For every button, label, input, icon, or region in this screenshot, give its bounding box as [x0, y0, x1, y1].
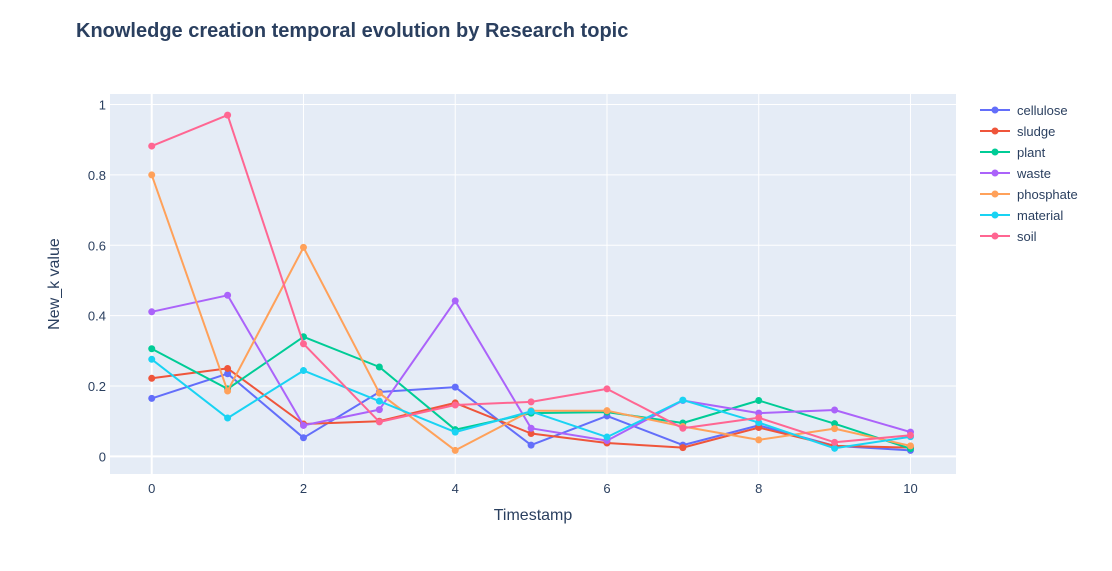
legend-item-soil[interactable]: soil: [980, 229, 1037, 244]
legend-item-material[interactable]: material: [980, 208, 1063, 223]
y-axis-title: New_k value: [46, 238, 63, 330]
x-tick-label: 4: [452, 481, 459, 496]
data-point-material[interactable]: [831, 444, 839, 452]
data-point-soil[interactable]: [679, 424, 687, 432]
plot-background: [110, 94, 956, 474]
data-point-material[interactable]: [375, 397, 383, 405]
y-tick-label: 0.4: [88, 309, 106, 324]
series-soil: [148, 111, 914, 446]
y-tick-label: 0.6: [88, 238, 106, 253]
data-point-soil[interactable]: [148, 142, 156, 150]
data-point-cellulose[interactable]: [224, 370, 232, 378]
data-point-sludge[interactable]: [224, 364, 232, 372]
data-point-plant[interactable]: [375, 363, 383, 371]
legend-label: sludge: [1017, 124, 1055, 139]
data-point-waste[interactable]: [299, 421, 307, 429]
legend-label: material: [1017, 208, 1063, 223]
x-axis-title: Timestamp: [494, 507, 573, 524]
data-point-material[interactable]: [527, 407, 535, 415]
legend-item-sludge[interactable]: sludge: [980, 124, 1055, 139]
data-point-soil[interactable]: [375, 418, 383, 426]
x-tick-label: 0: [148, 481, 155, 496]
legend-swatch-marker: [991, 190, 999, 198]
legend-swatch-marker: [991, 127, 999, 135]
x-tick-label: 6: [603, 481, 610, 496]
x-tick-label: 8: [755, 481, 762, 496]
data-point-waste[interactable]: [375, 406, 383, 414]
data-point-cellulose[interactable]: [527, 441, 535, 449]
data-point-soil[interactable]: [831, 438, 839, 446]
y-tick-label: 1: [99, 98, 106, 113]
data-point-waste[interactable]: [148, 308, 156, 316]
legend-swatch-marker: [991, 232, 999, 240]
data-point-plant[interactable]: [755, 396, 763, 404]
grid-lines: [110, 94, 956, 474]
chart-title: Knowledge creation temporal evolution by…: [76, 20, 629, 42]
data-point-soil[interactable]: [527, 398, 535, 406]
data-point-phosphate[interactable]: [603, 407, 611, 415]
data-point-material[interactable]: [679, 396, 687, 404]
legend-item-plant[interactable]: plant: [980, 145, 1046, 160]
data-point-phosphate[interactable]: [755, 436, 763, 444]
data-point-phosphate[interactable]: [831, 425, 839, 433]
data-point-waste[interactable]: [831, 406, 839, 414]
data-point-phosphate[interactable]: [299, 243, 307, 251]
y-tick-label: 0.2: [88, 379, 106, 394]
legend-item-phosphate[interactable]: phosphate: [980, 187, 1078, 202]
data-point-soil[interactable]: [451, 401, 459, 409]
legend-label: phosphate: [1017, 187, 1078, 202]
data-point-material[interactable]: [451, 428, 459, 436]
legend[interactable]: cellulose sludge plant waste phosphate materi…: [980, 103, 1078, 244]
data-point-phosphate[interactable]: [906, 442, 914, 450]
legend-swatch-marker: [991, 169, 999, 177]
data-point-cellulose[interactable]: [299, 434, 307, 442]
data-point-soil[interactable]: [224, 111, 232, 119]
data-point-material[interactable]: [224, 414, 232, 422]
data-point-waste[interactable]: [224, 291, 232, 299]
data-point-sludge[interactable]: [755, 424, 763, 432]
data-point-soil[interactable]: [755, 414, 763, 422]
legend-item-waste[interactable]: waste: [980, 166, 1051, 181]
legend-label: cellulose: [1017, 103, 1068, 118]
data-point-material[interactable]: [755, 419, 763, 427]
data-point-soil[interactable]: [906, 431, 914, 439]
legend-label: soil: [1017, 229, 1037, 244]
data-point-soil[interactable]: [299, 340, 307, 348]
legend-swatch-marker: [991, 148, 999, 156]
legend-label: waste: [1016, 166, 1051, 181]
data-point-soil[interactable]: [603, 385, 611, 393]
series-material: [148, 355, 914, 452]
data-point-phosphate[interactable]: [375, 389, 383, 397]
data-point-waste[interactable]: [451, 297, 459, 305]
legend-label: plant: [1017, 145, 1046, 160]
data-point-cellulose[interactable]: [451, 383, 459, 391]
data-point-plant[interactable]: [831, 420, 839, 428]
data-point-plant[interactable]: [148, 345, 156, 353]
legend-swatch-marker: [991, 211, 999, 219]
data-point-phosphate[interactable]: [148, 171, 156, 179]
y-tick-label: 0.8: [88, 168, 106, 183]
data-point-sludge[interactable]: [527, 430, 535, 438]
x-tick-label: 10: [903, 481, 917, 496]
data-point-phosphate[interactable]: [451, 446, 459, 454]
legend-item-cellulose[interactable]: cellulose: [980, 103, 1068, 118]
x-tick-label: 2: [300, 481, 307, 496]
axes: 0 2 4 6 8 10 0 0.2 0.4 0.6 0.8 1: [88, 98, 918, 496]
series-waste: [148, 291, 914, 445]
y-tick-label: 0: [99, 449, 106, 464]
data-point-material[interactable]: [299, 367, 307, 375]
data-point-material[interactable]: [148, 355, 156, 363]
data-point-cellulose[interactable]: [148, 394, 156, 402]
series-lines: [148, 111, 914, 454]
data-point-sludge[interactable]: [148, 374, 156, 382]
legend-swatch-marker: [991, 106, 999, 114]
data-point-waste[interactable]: [527, 424, 535, 432]
data-point-phosphate[interactable]: [224, 387, 232, 395]
data-point-sludge[interactable]: [679, 444, 687, 452]
data-point-material[interactable]: [603, 433, 611, 441]
